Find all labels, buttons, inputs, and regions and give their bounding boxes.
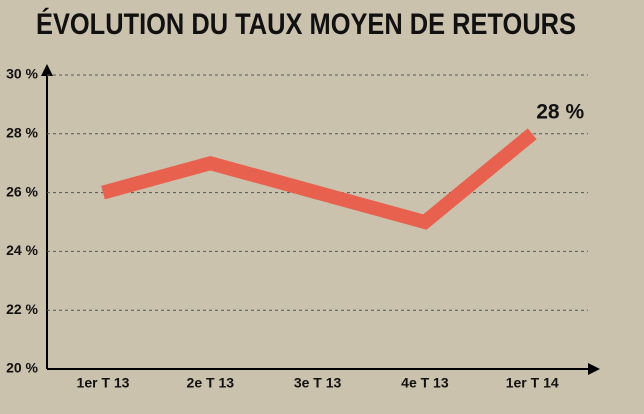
data-line	[101, 128, 537, 230]
x-axis-arrow	[588, 363, 600, 375]
y-tick-label: 28 %	[6, 125, 38, 141]
x-tick-label: 1er T 14	[506, 375, 559, 391]
data-label: 28 %	[536, 100, 584, 123]
chart-title: ÉVOLUTION DU TAUX MOYEN DE RETOURS	[36, 7, 576, 41]
y-tick-label: 30 %	[6, 66, 38, 82]
x-tick-label: 1er T 13	[77, 375, 130, 391]
y-axis-arrow	[41, 64, 53, 76]
y-tick-label: 24 %	[6, 242, 38, 258]
y-tick-label: 26 %	[6, 183, 38, 199]
x-tick-label: 4e T 13	[401, 375, 449, 391]
y-tick-label: 22 %	[6, 301, 38, 317]
x-tick-label: 2e T 13	[187, 375, 235, 391]
y-tick-label: 20 %	[6, 360, 38, 376]
x-tick-label: 3e T 13	[294, 375, 342, 391]
